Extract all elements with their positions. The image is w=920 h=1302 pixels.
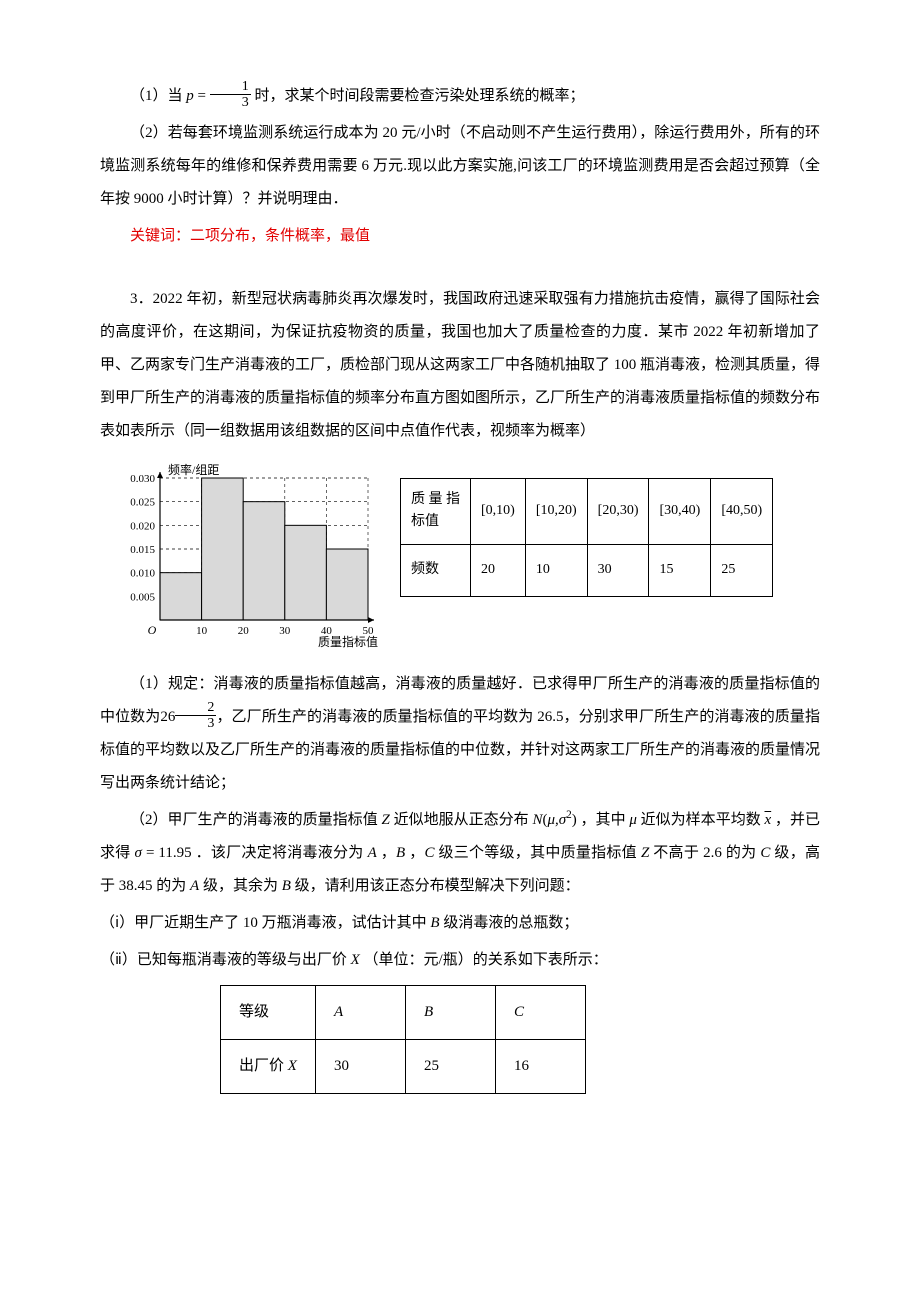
svg-text:30: 30 (279, 625, 291, 637)
svg-text:0.005: 0.005 (130, 591, 155, 603)
svg-text:20: 20 (238, 625, 250, 637)
interval-cell: [30,40) (649, 479, 711, 545)
fraction: 23 (175, 700, 216, 732)
count-cell: 15 (649, 544, 711, 596)
grade-cell: A (315, 986, 405, 1040)
svg-text:10: 10 (196, 625, 208, 637)
price-cell: 16 (495, 1040, 585, 1094)
grade-cell: B (405, 986, 495, 1040)
table-row: 质 量 指 标值 [0,10) [10,20) [20,30) [30,40) … (401, 479, 773, 545)
table-header-label: 质 量 指 标值 (401, 479, 471, 545)
table-row: 频数 20 10 30 15 25 (401, 544, 773, 596)
q2-part1: （1）当 p = 13 时，求某个时间段需要检查污染处理系统的概率； (100, 80, 820, 113)
keywords-text: 二项分布，条件概率，最值 (190, 228, 370, 244)
mixed-int: 26 (160, 709, 175, 725)
q3-sub-ii: （ⅱ）已知每瓶消毒液的等级与出厂价 X （单位：元/瓶）的关系如下表所示： (100, 944, 820, 977)
q3-part2: （2）甲厂生产的消毒液的质量指标值 Z 近似地服从正态分布 N(μ,σ2) ，其… (100, 804, 820, 903)
q3-part1: （1）规定：消毒液的质量指标值越高，消毒液的质量越好．已求得甲厂所生产的消毒液的… (100, 668, 820, 800)
svg-text:质量指标值: 质量指标值 (318, 634, 378, 649)
table-header-label: 等级 (221, 986, 316, 1040)
table-row: 出厂价 X 30 25 16 (221, 1040, 586, 1094)
count-cell: 10 (525, 544, 587, 596)
grade-cell: C (495, 986, 585, 1040)
fraction: 13 (210, 79, 251, 111)
svg-text:0.015: 0.015 (130, 544, 155, 556)
interval-cell: [10,20) (525, 479, 587, 545)
svg-text:0.030: 0.030 (130, 473, 155, 485)
q3-sub-i: （ⅰ）甲厂近期生产了 10 万瓶消毒液，试估计其中 B 级消毒液的总瓶数； (100, 907, 820, 940)
svg-text:0.025: 0.025 (130, 497, 155, 509)
table-header-label: 出厂价 X (221, 1040, 316, 1094)
frequency-table: 质 量 指 标值 [0,10) [10,20) [20,30) [30,40) … (400, 478, 773, 597)
svg-text:O: O (148, 623, 157, 637)
chart-and-table: 0.0050.0100.0150.0200.0250.0301020304050… (100, 460, 820, 650)
grade-price-table: 等级 A B C 出厂价 X 30 25 16 (220, 985, 586, 1094)
keywords-line: 关键词：二项分布，条件概率，最值 (100, 220, 820, 253)
equals: = (194, 88, 210, 104)
price-cell: 25 (405, 1040, 495, 1094)
count-cell: 20 (471, 544, 526, 596)
table-header-label: 频数 (401, 544, 471, 596)
svg-text:0.020: 0.020 (130, 520, 155, 532)
count-cell: 30 (587, 544, 649, 596)
interval-cell: [20,30) (587, 479, 649, 545)
svg-text:0.010: 0.010 (130, 568, 155, 580)
histogram-chart: 0.0050.0100.0150.0200.0250.0301020304050… (100, 460, 380, 650)
text: 时，求某个时间段需要检查污染处理系统的概率； (251, 88, 585, 104)
count-cell: 25 (711, 544, 773, 596)
keywords-label: 关键词： (130, 228, 190, 244)
price-cell: 30 (315, 1040, 405, 1094)
text: （1）当 (130, 88, 186, 104)
interval-cell: [0,10) (471, 479, 526, 545)
var-p: p (186, 88, 194, 104)
interval-cell: [40,50) (711, 479, 773, 545)
q2-part2: （2）若每套环境监测系统运行成本为 20 元/小时（不启动则不产生运行费用），除… (100, 117, 820, 216)
q3-intro: 3．2022 年初，新型冠状病毒肺炎再次爆发时，我国政府迅速采取强有力措施抗击疫… (100, 283, 820, 448)
svg-text:频率/组距: 频率/组距 (168, 462, 219, 477)
table-row: 等级 A B C (221, 986, 586, 1040)
